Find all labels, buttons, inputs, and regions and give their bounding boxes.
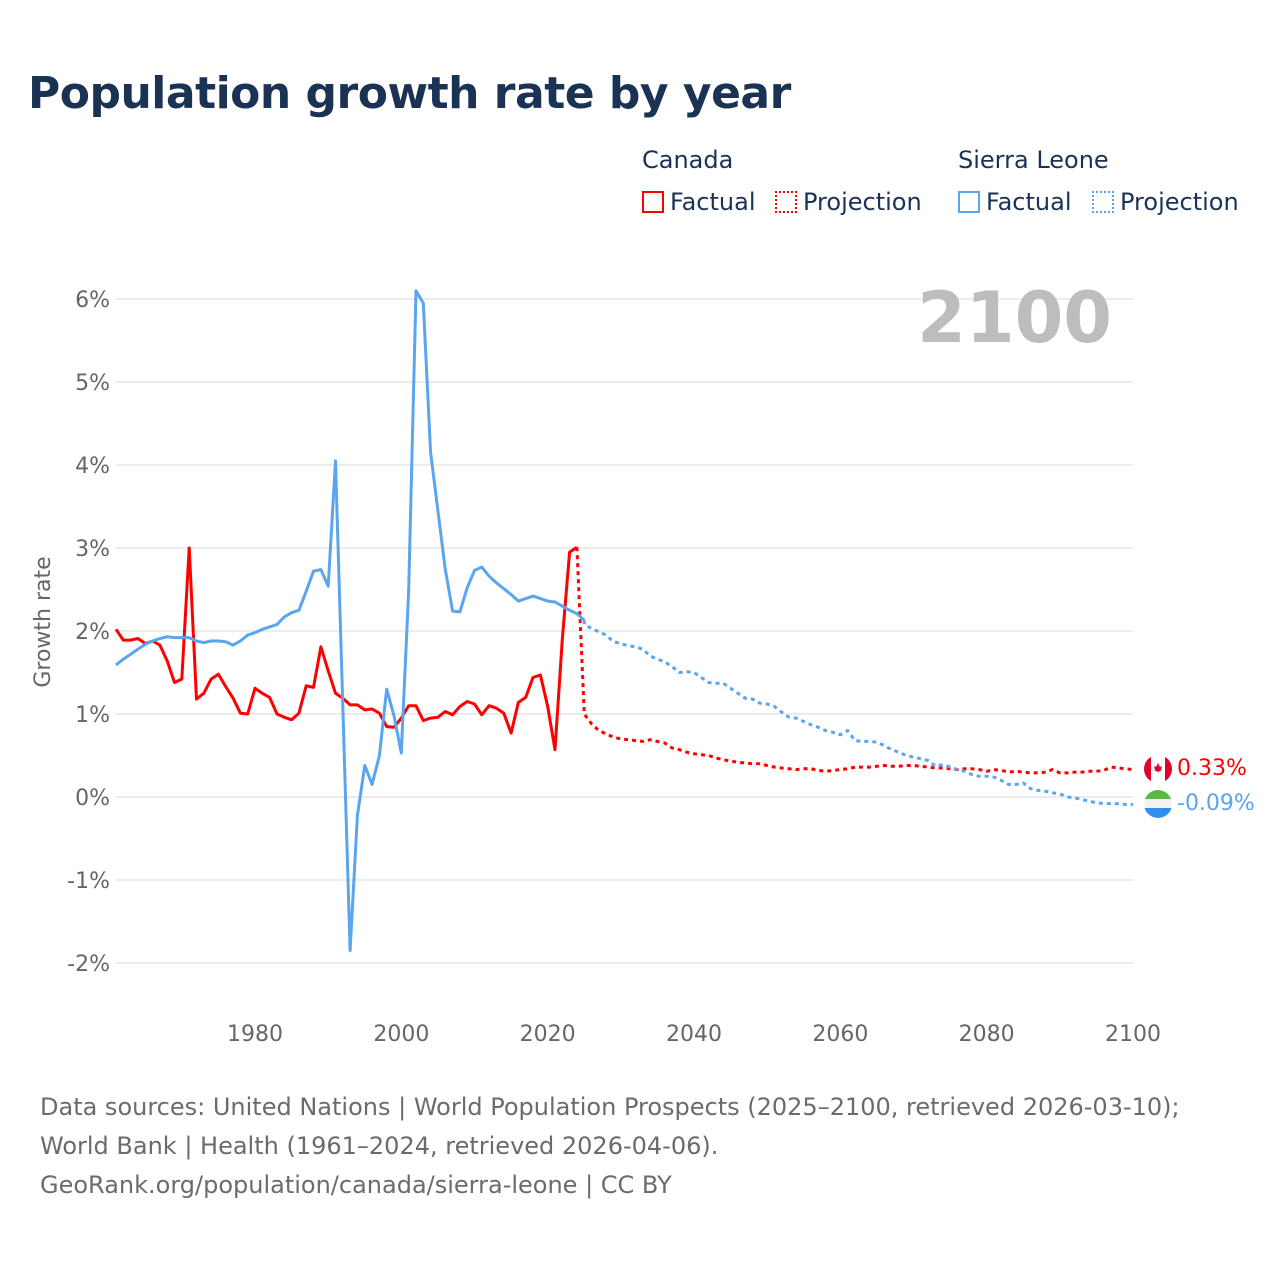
legend-label: Factual <box>670 188 756 216</box>
y-axis-label: Growth rate <box>31 556 56 687</box>
legend-group-sierra-leone: Sierra Leone <box>958 146 1109 174</box>
y-tick-label: 4% <box>75 454 110 479</box>
canada-flag-icon <box>1144 755 1172 783</box>
data-sources: Data sources: United Nations | World Pop… <box>40 1093 1180 1160</box>
legend-canada-factual[interactable]: Factual <box>642 188 756 216</box>
x-tick-label: 1980 <box>227 1022 283 1047</box>
y-tick-label: 2% <box>75 620 110 645</box>
legend-group-canada: Canada <box>642 146 734 174</box>
solid-swatch-icon <box>642 191 664 213</box>
sierra-leone-end-value: -0.09% <box>1177 791 1255 816</box>
sierra-leone-flag-icon <box>1144 790 1172 818</box>
legend-sierra-leone-factual[interactable]: Factual <box>958 188 1072 216</box>
y-tick-label: -2% <box>67 952 110 977</box>
x-tick-label: 2040 <box>666 1022 722 1047</box>
chart-title: Population growth rate by year <box>28 68 791 119</box>
solid-swatch-icon <box>958 191 980 213</box>
y-tick-label: 1% <box>75 703 110 728</box>
canada-factual-line <box>114 545 578 752</box>
legend-sierra-leone-projection[interactable]: Projection <box>1092 188 1239 216</box>
sierra-leone-projection-line <box>582 620 1133 806</box>
x-tick-label: 2100 <box>1105 1022 1161 1047</box>
dotted-swatch-icon <box>775 191 797 213</box>
legend-label: Projection <box>1120 188 1239 216</box>
y-tick-label: 3% <box>75 537 110 562</box>
line-chart: -2% -1% 0% 1% 2% 3% 4% 5% 6% 1980 2000 2020 2040 2060… <box>31 277 1255 1047</box>
sierra-leone-factual-line <box>115 289 586 952</box>
legend-canada-projection[interactable]: Projection <box>775 188 922 216</box>
y-tick-label: 6% <box>75 288 110 313</box>
x-tick-label: 2000 <box>373 1022 429 1047</box>
legend-label: Projection <box>803 188 922 216</box>
y-tick-label: 0% <box>75 786 110 811</box>
footer: Data sources: United Nations | World Pop… <box>40 1088 1240 1205</box>
y-tick-label: 5% <box>75 371 110 396</box>
year-label: 2100 <box>917 277 1112 359</box>
legend-label: Factual <box>986 188 1072 216</box>
dotted-swatch-icon <box>1092 191 1114 213</box>
x-tick-label: 2020 <box>520 1022 576 1047</box>
x-tick-label: 2060 <box>812 1022 868 1047</box>
x-tick-label: 2080 <box>959 1022 1015 1047</box>
credit-link[interactable]: GeoRank.org/population/canada/sierra-leo… <box>40 1171 672 1199</box>
y-tick-label: -1% <box>67 869 110 894</box>
canada-end-value: 0.33% <box>1177 756 1247 781</box>
